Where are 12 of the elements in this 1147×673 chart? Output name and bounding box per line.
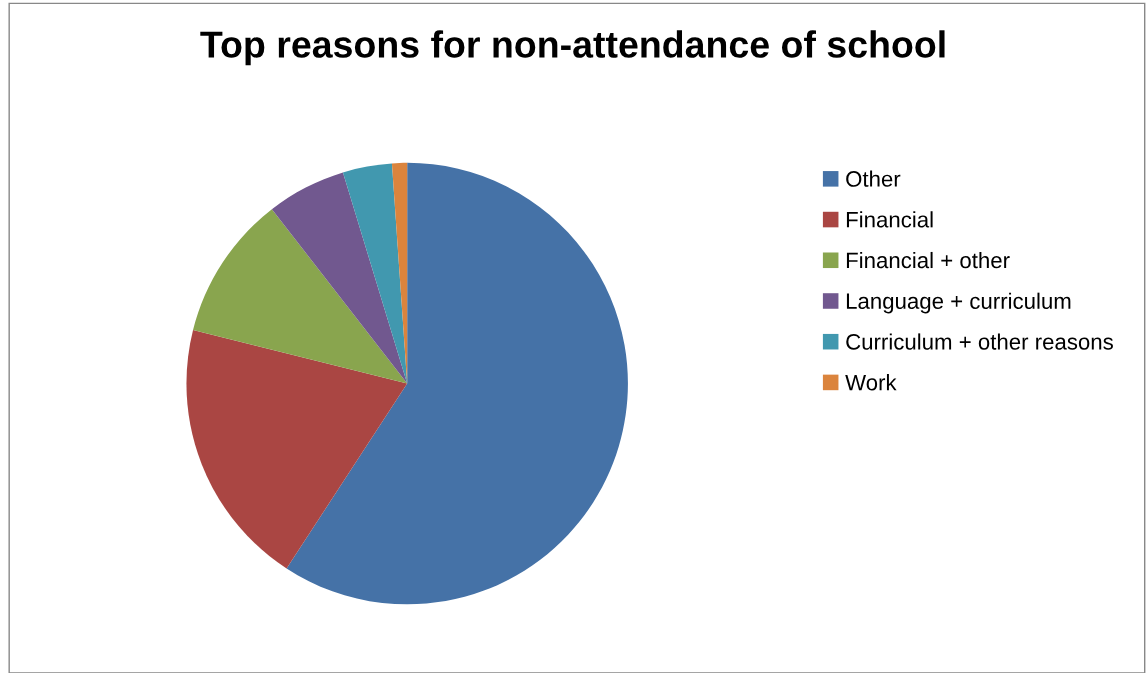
- pie-slice: [186, 330, 408, 569]
- legend-label: Language + curriculum: [846, 292, 1071, 314]
- legend-label: Curriculum + other reasons: [846, 333, 1113, 350]
- pie-slice: [286, 162, 628, 605]
- chart-title: Top reasons for non-attendance of school: [200, 30, 945, 66]
- legend-label: Work: [845, 374, 897, 391]
- legend-label: Other: [846, 170, 901, 187]
- pie-slice: [271, 172, 408, 384]
- pie-slice: [193, 209, 408, 384]
- pie-slice: [342, 163, 408, 384]
- legend-label: Financial + other: [846, 251, 1010, 269]
- legend-label: Financial: [846, 211, 933, 228]
